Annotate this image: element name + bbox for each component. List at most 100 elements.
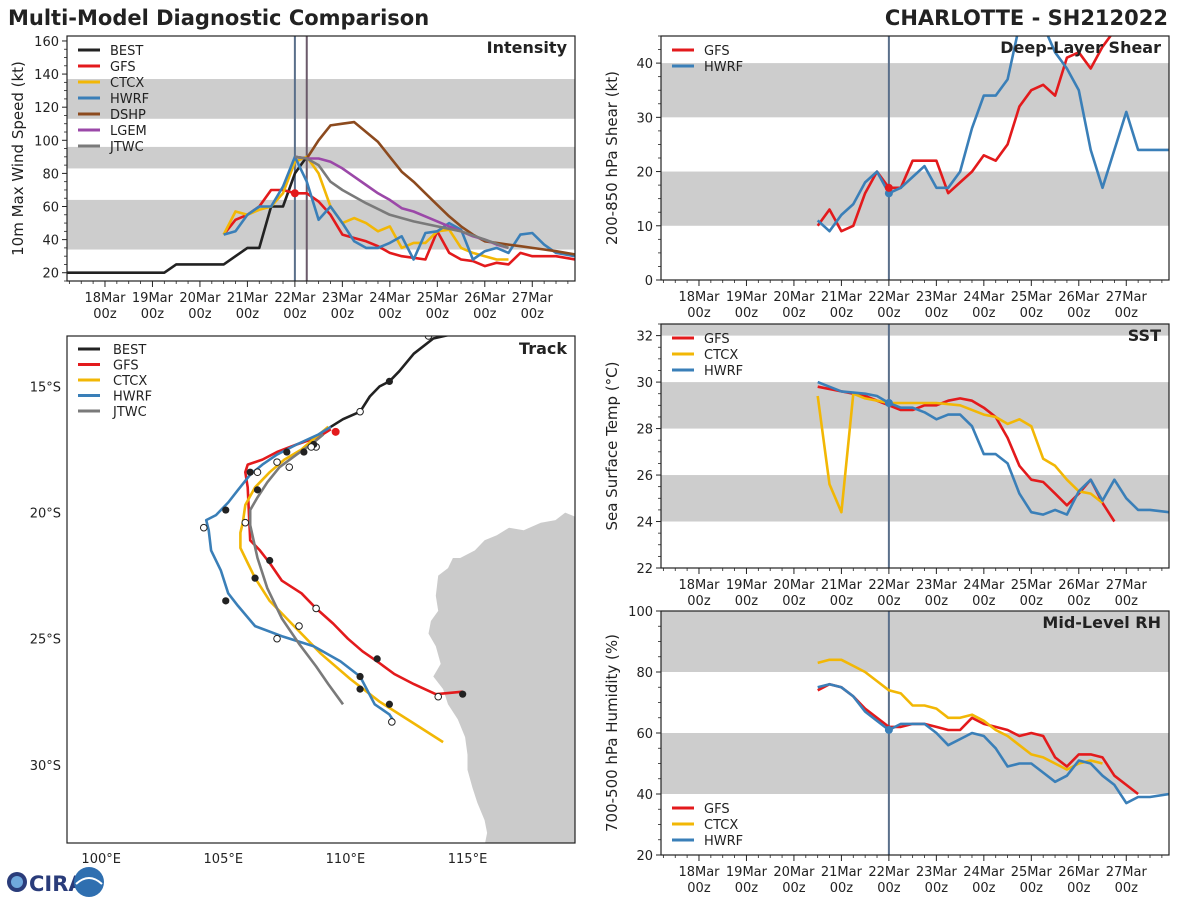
- track-marker-filled: [459, 690, 467, 698]
- sst-xtick-hour: 00z: [735, 594, 759, 609]
- intensity-xtick-day: 23Mar: [322, 291, 364, 306]
- track-marker-open: [434, 692, 443, 701]
- track-series-hwrf: [204, 425, 396, 723]
- shear-ytick-label: 30: [636, 111, 653, 126]
- sst-panel: 22242628303218Mar00z19Mar00z20Mar00z21Ma…: [603, 323, 1170, 609]
- intensity-xtick-hour: 00z: [331, 307, 355, 322]
- intensity-xtick-day: 18Mar: [84, 291, 126, 306]
- track-plot-area: [199, 336, 575, 843]
- rh-xtick-hour: 00z: [830, 881, 854, 896]
- rh-series-hwrf: [817, 682, 1169, 805]
- shear-xtick-day: 20Mar: [773, 290, 815, 305]
- track-marker-open: [253, 468, 262, 477]
- intensity-xtick-hour: 00z: [188, 307, 212, 322]
- rh-ytick-label: 80: [636, 666, 653, 681]
- rh-ytick-label: 20: [636, 849, 653, 864]
- sst-frame: [660, 323, 1170, 569]
- track-ytick-label: 25°S: [30, 633, 61, 648]
- sst-legend-label: HWRF: [704, 364, 743, 379]
- track-series-jtwc: [248, 433, 345, 706]
- intensity-legend-label: LGEM: [110, 124, 147, 139]
- intensity-legend-label: GFS: [110, 60, 136, 75]
- shear-xtick-hour: 00z: [925, 306, 949, 321]
- intensity-legend-label: HWRF: [110, 92, 149, 107]
- rh-xtick-day: 21Mar: [821, 865, 863, 880]
- rh-series-gfs: [817, 682, 1139, 796]
- shear-xtick-day: 25Mar: [1011, 290, 1053, 305]
- sst-xtick-day: 18Mar: [678, 578, 720, 593]
- intensity-xtick-hour: 00z: [141, 307, 165, 322]
- rh-xtick-hour: 00z: [877, 881, 901, 896]
- shear-xtick-day: 21Mar: [821, 290, 863, 305]
- intensity-xtick-hour: 00z: [426, 307, 450, 322]
- intensity-series-hwrf: [223, 155, 575, 261]
- storm-id: CHARLOTTE - SH212022: [885, 6, 1168, 30]
- intensity-plot-area: [67, 36, 575, 281]
- shear-xtick-hour: 00z: [687, 306, 711, 321]
- intensity-ytick-label: 80: [42, 167, 59, 182]
- shear-ytick-label: 10: [636, 220, 653, 235]
- track-legend-label: BEST: [113, 343, 146, 358]
- track-marker-filled: [251, 574, 259, 582]
- rh-legend-label: GFS: [704, 802, 730, 817]
- track-xtick-label: 115°E: [448, 852, 488, 867]
- rh-band: [661, 733, 1169, 794]
- intensity-ytick-label: 60: [42, 201, 59, 216]
- shear-legend-label: HWRF: [704, 60, 743, 75]
- sst-band: [661, 324, 1169, 336]
- sst-xtick-hour: 00z: [1115, 594, 1139, 609]
- sst-title: SST: [1128, 326, 1161, 345]
- track-marker-filled: [266, 556, 274, 565]
- intensity-xtick-day: 24Mar: [369, 291, 411, 306]
- logo-swoosh-icon: [75, 877, 103, 885]
- rh-legend-label: CTCX: [704, 818, 738, 833]
- track-xtick-label: 105°E: [204, 852, 244, 867]
- sst-xtick-hour: 00z: [782, 594, 806, 609]
- shear-ytick-label: 20: [636, 166, 653, 181]
- track-marker-open: [285, 463, 294, 471]
- track-ytick-label: 20°S: [30, 507, 61, 522]
- intensity-xtick-day: 21Mar: [227, 291, 269, 306]
- rh-xtick-hour: 00z: [925, 881, 949, 896]
- intensity-xtick-hour: 00z: [521, 307, 545, 322]
- rh-ytick-label: 40: [636, 788, 653, 803]
- track-legend-label: JTWC: [112, 405, 147, 420]
- intensity-ytick-label: 100: [34, 134, 59, 149]
- track-marker-filled: [222, 597, 230, 605]
- sst-ytick-label: 28: [636, 423, 653, 438]
- rh-xtick-day: 26Mar: [1058, 865, 1100, 880]
- rh-ytick-label: 60: [636, 727, 653, 742]
- track-ytick-label: 30°S: [30, 759, 61, 774]
- track-marker-filled: [300, 448, 308, 456]
- rh-band: [661, 611, 1169, 672]
- sst-xtick-day: 21Mar: [821, 578, 863, 593]
- track-marker-open: [273, 634, 281, 643]
- track-marker-filled: [283, 448, 291, 456]
- sst-xtick-day: 22Mar: [868, 578, 910, 593]
- shear-xtick-day: 27Mar: [1106, 290, 1148, 305]
- shear-xtick-hour: 00z: [877, 306, 901, 321]
- intensity-xtick-hour: 00z: [378, 307, 402, 322]
- shear-xtick-hour: 00z: [1115, 306, 1139, 321]
- intensity-xtick-day: 22Mar: [274, 291, 316, 306]
- rh-xtick-hour: 00z: [782, 881, 806, 896]
- shear-xtick-day: 26Mar: [1058, 290, 1100, 305]
- logo-globe-icon: [74, 867, 104, 897]
- sst-band: [661, 475, 1169, 522]
- track-xtick-label: 110°E: [326, 852, 366, 867]
- intensity-frame: [66, 35, 576, 282]
- sst-ylabel: Sea Surface Temp (°C): [603, 361, 621, 530]
- intensity-band: [67, 79, 575, 119]
- intensity-ytick-label: 40: [42, 234, 59, 249]
- track-series-gfs: [244, 428, 463, 696]
- sst-xtick-hour: 00z: [1020, 594, 1044, 609]
- shear-xtick-hour: 00z: [735, 306, 759, 321]
- intensity-xtick-hour: 00z: [473, 307, 497, 322]
- sst-ytick-label: 30: [636, 376, 653, 391]
- shear-band: [661, 171, 1169, 226]
- rh-xtick-hour: 00z: [1020, 881, 1044, 896]
- sst-xtick-hour: 00z: [830, 594, 854, 609]
- rh-plot-area: [661, 611, 1169, 855]
- intensity-series-dshp: [294, 120, 575, 256]
- rh-xtick-hour: 00z: [687, 881, 711, 896]
